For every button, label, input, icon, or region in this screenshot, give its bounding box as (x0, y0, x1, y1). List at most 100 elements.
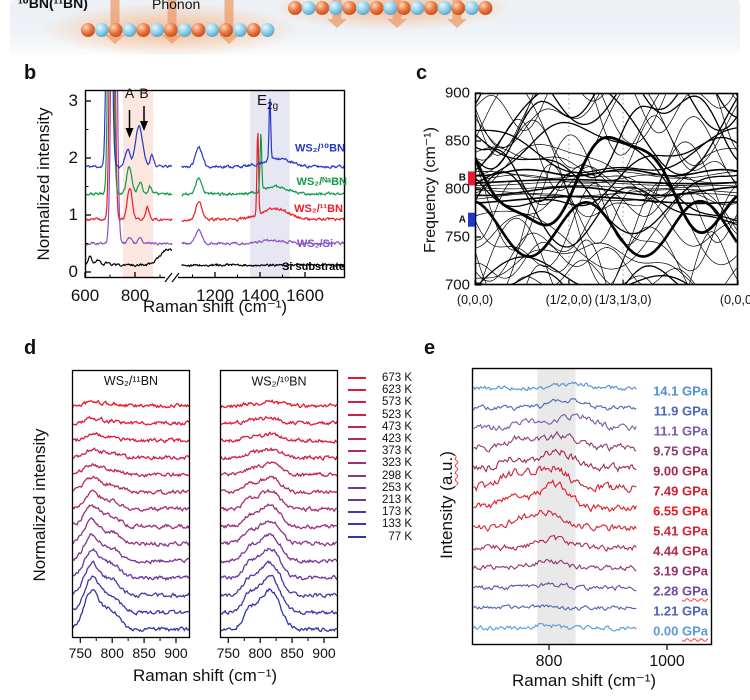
y-tick-label: 3 (68, 91, 78, 110)
temperature-spectrum-curve (221, 533, 337, 564)
boron-atom (246, 23, 261, 37)
boron-atom (219, 23, 233, 37)
nitrogen-atom (94, 23, 109, 37)
temperature-spectrum-curve (73, 447, 189, 461)
raman-spectrum-curve (86, 91, 344, 222)
legend-label: 423 K (381, 433, 412, 445)
series-label: WS₂/¹¹BN (294, 203, 343, 215)
pressure-spectrum-curve (473, 534, 637, 553)
temperature-spectrum-curve (73, 399, 189, 409)
pressure-label: 9.00 GPa (653, 463, 708, 479)
legend-label: 173 K (381, 506, 412, 519)
panel-b-ylabel: Normalized intensity (34, 107, 53, 261)
phonon-branch (476, 115, 737, 191)
y-tick-label: 800 (444, 180, 470, 198)
legend-line (348, 389, 366, 392)
pressure-label: 11.9 GPa (653, 403, 708, 419)
raman-spectrum-curve (86, 91, 344, 246)
panel-d-xlabel: Raman shift (cm⁻¹) (132, 666, 278, 685)
temperature-spectrum-curve (73, 588, 189, 633)
nitrogen-atom (232, 23, 247, 37)
panel-d-letter: d (24, 337, 37, 359)
temperature-spectrum-curve (73, 489, 189, 513)
phonon-arrow-icon (219, 0, 239, 44)
axis-break-icon (171, 272, 180, 283)
legend-label: 133 K (381, 518, 412, 531)
temperature-spectrum-curve (221, 399, 337, 409)
phonon-branch (476, 193, 737, 201)
boron-atom (163, 23, 178, 37)
temperature-spectrum-curve (221, 488, 337, 513)
phonon-branch (476, 94, 735, 134)
boron-atom (478, 1, 493, 15)
phonon-branch (476, 182, 737, 272)
nitrogen-atom (356, 1, 370, 15)
phonon-branch (476, 94, 737, 169)
temperature-spectrum-curve (221, 415, 337, 426)
x-tick-label: (0,0,0) (456, 293, 494, 307)
phonon-arrow-icon (162, 0, 182, 44)
y-tick-label: 0 (68, 262, 78, 281)
panel-d-plot (71, 369, 339, 643)
legend-line (348, 474, 366, 477)
temperature-spectrum-curve (221, 431, 337, 444)
boron-atom (288, 1, 302, 15)
boron-atom (136, 23, 151, 37)
temperature-spectrum-curve (221, 520, 337, 547)
temperature-spectrum-curve (73, 547, 189, 581)
temperature-spectrum-curve (73, 560, 189, 599)
pressure-label: 1.21 GPa (653, 603, 708, 619)
series-label: WS₂/ᴺᵃBN (296, 176, 347, 188)
y-tick-label: 850 (444, 132, 470, 150)
temperature-spectrum-curve (73, 533, 189, 565)
x-tick-label: 600 (70, 286, 100, 305)
highlight-band (537, 369, 576, 644)
phonon-branch (476, 195, 737, 205)
nitrogen-atom (150, 23, 164, 37)
legend-line (348, 450, 366, 453)
panel-e-plot (471, 367, 713, 650)
legend-line (348, 523, 366, 526)
y-tick-label: 900 (444, 84, 470, 102)
temperature-spectrum-curve (221, 447, 337, 462)
boron-atom (451, 1, 466, 15)
legend-line (348, 413, 366, 416)
temperature-spectrum-curve (73, 504, 189, 530)
temperature-spectrum-curve (73, 575, 189, 616)
phonon-branch (476, 181, 737, 186)
arrow-down-icon (125, 128, 134, 138)
phonon-branch (476, 171, 737, 248)
nitrogen-atom (122, 23, 137, 37)
phonon-branch (476, 241, 737, 284)
temperature-spectrum-curve (73, 516, 189, 548)
pressure-label: 3.19 GPa (653, 563, 708, 579)
x-tick-label: 1200 (196, 286, 234, 305)
pressure-spectrum-curve (473, 581, 637, 592)
temperature-spectrum-curve (221, 547, 337, 581)
panel-d-title-ws2-10bn: WS₂/¹⁰BN (251, 374, 307, 389)
nitrogen-atom (464, 1, 479, 15)
phonon-branch (476, 186, 737, 197)
panel-e-letter: e (424, 337, 436, 359)
phonon-branch (476, 94, 737, 203)
isotope-label: ¹⁰BN(¹¹BN) (18, 0, 88, 11)
temperature-spectrum-curve (73, 462, 189, 478)
nitrogen-atom (205, 23, 220, 37)
pressure-spectrum-curve (473, 558, 637, 572)
mode-marker-label: A (458, 214, 466, 226)
x-tick-label: 1600 (286, 286, 324, 305)
phonon-branch (476, 146, 737, 206)
nitrogen-atom (177, 23, 192, 37)
legend-line (348, 486, 366, 489)
phonon-branch (476, 116, 737, 218)
x-tick-label: 1400 (241, 286, 279, 305)
legend-label: 323 K (381, 457, 412, 470)
pressure-label: 7.49 GPa (653, 483, 708, 499)
temperature-spectrum-curve (221, 574, 337, 616)
phonon-branch (476, 94, 737, 170)
x-tick-label: 900 (312, 645, 336, 661)
legend-line (348, 377, 366, 379)
legend-line (348, 499, 366, 501)
temperature-spectrum-curve (73, 475, 189, 495)
pressure-spectrum-curve (473, 509, 637, 532)
